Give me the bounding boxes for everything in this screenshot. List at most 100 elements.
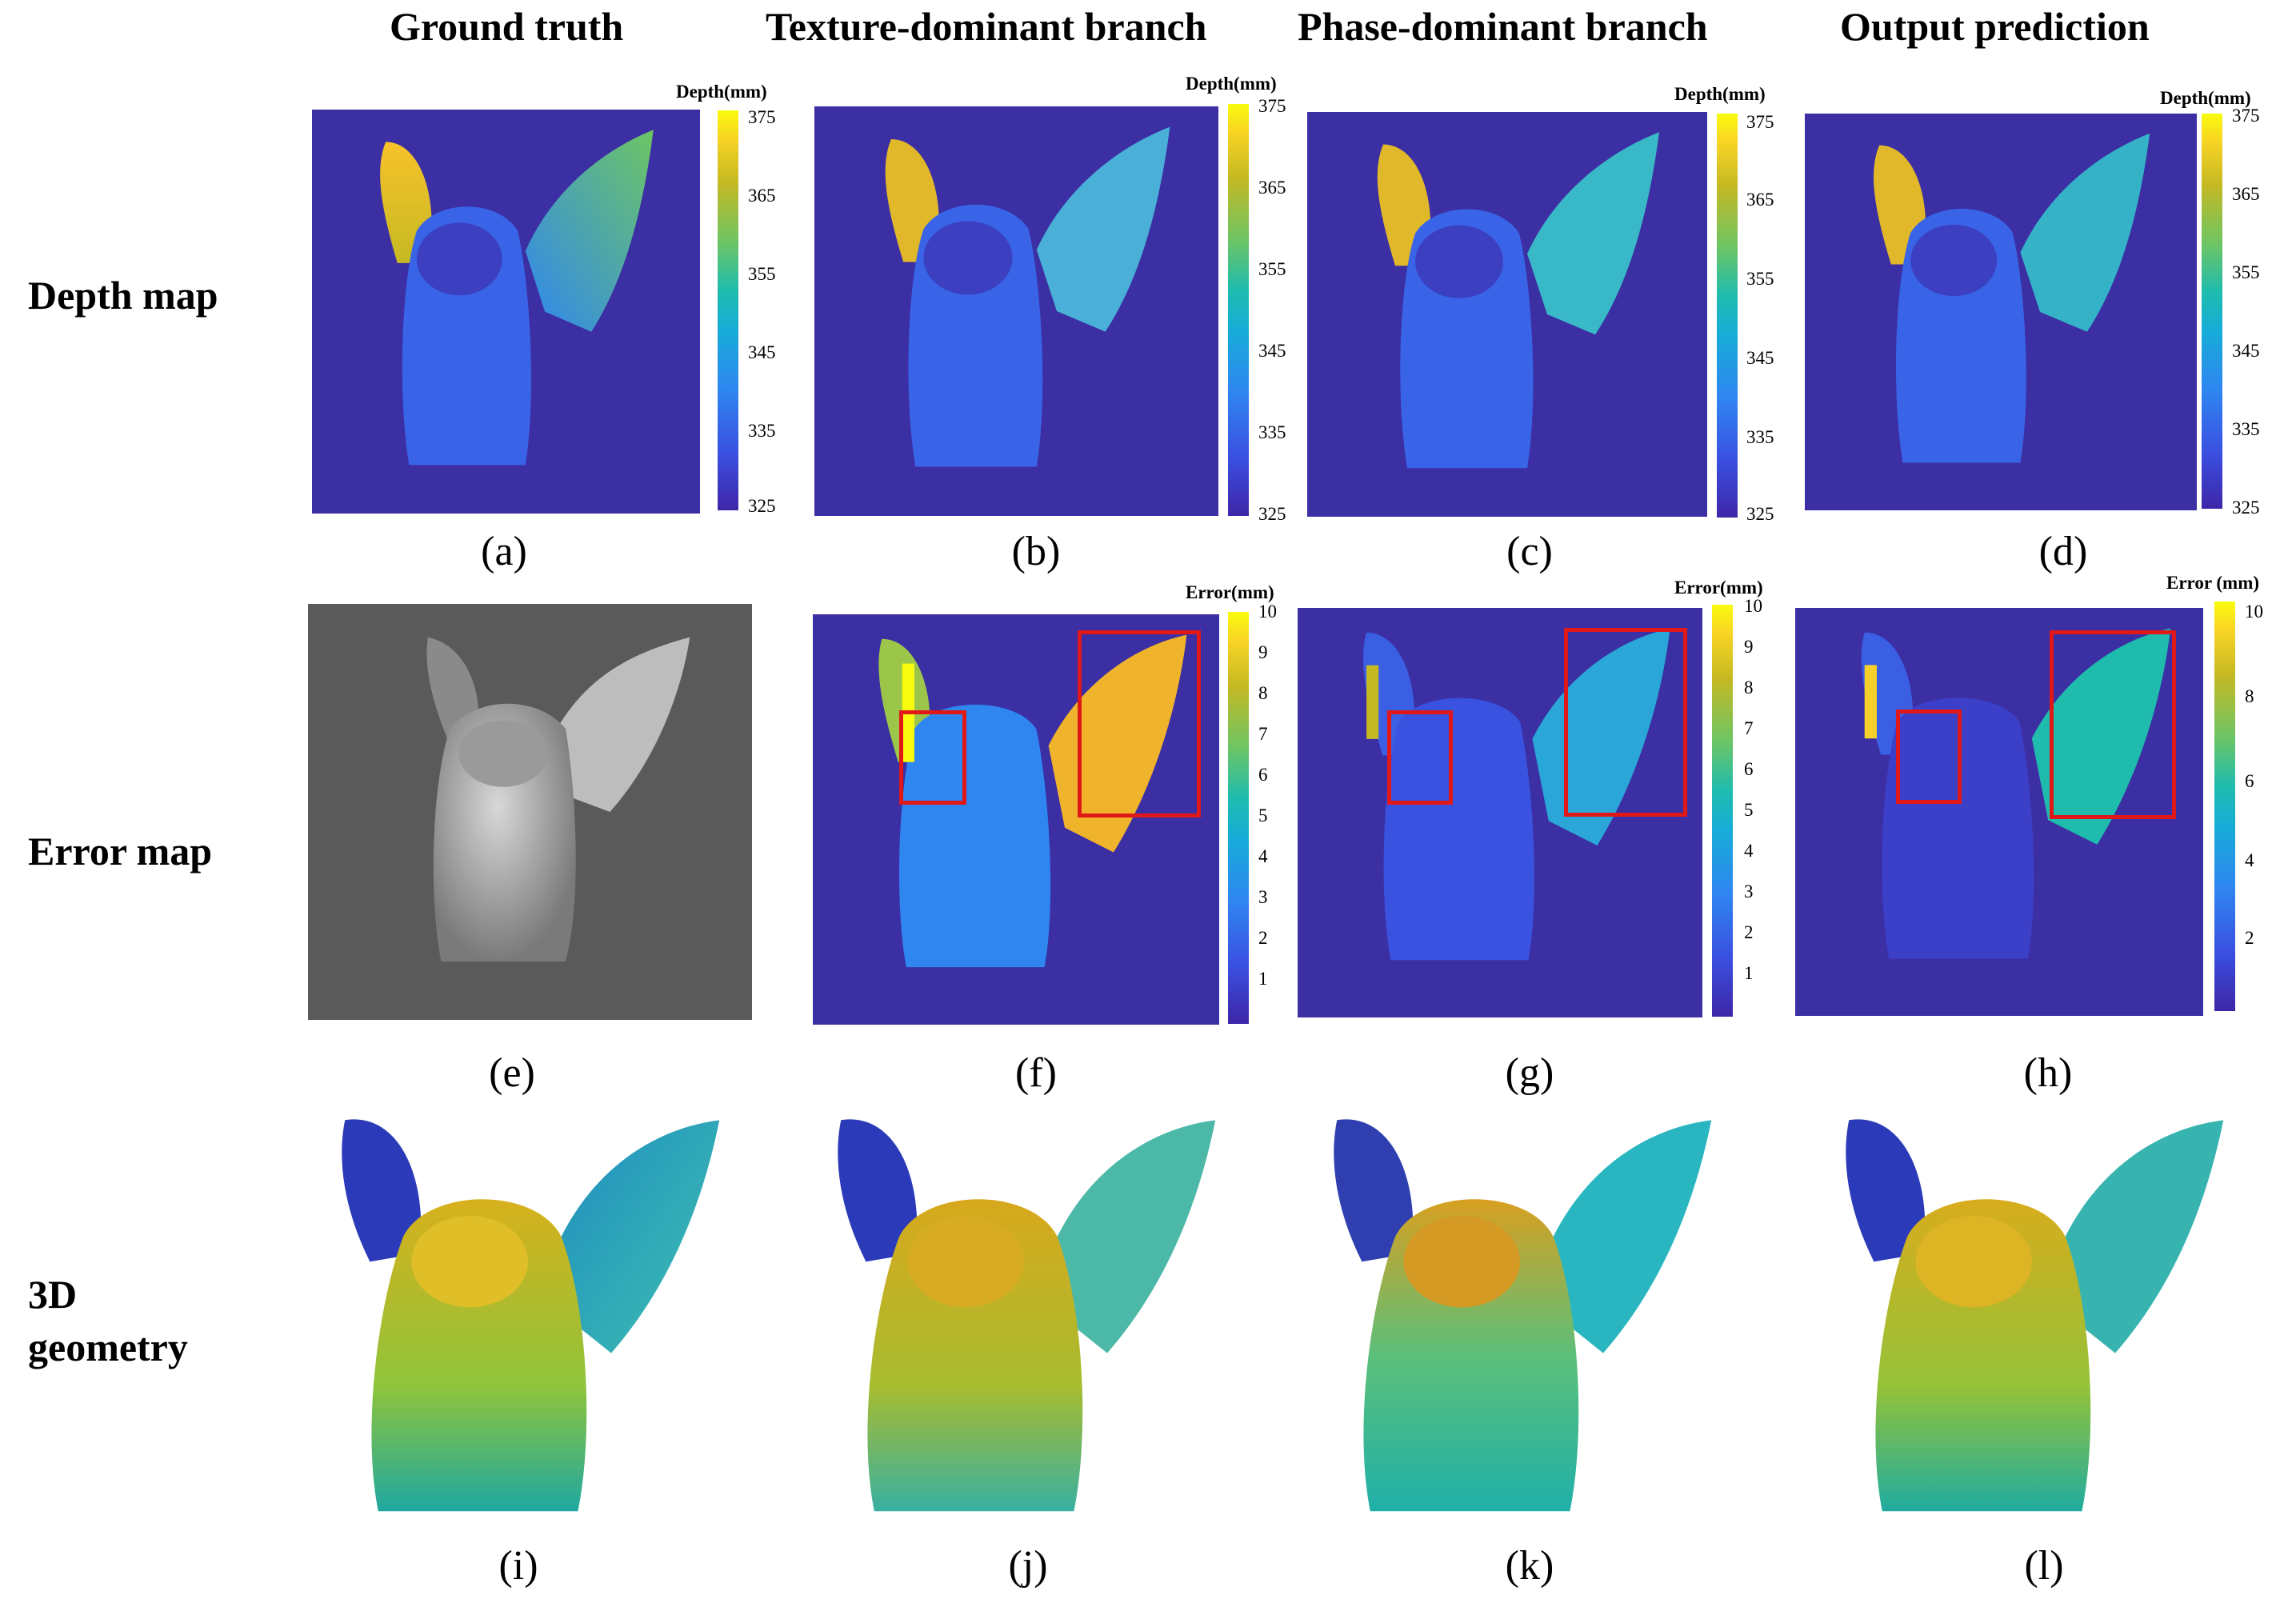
colorbar-tick: 335 — [748, 421, 776, 441]
colorbar-tick: 335 — [2232, 419, 2260, 439]
colorbar-tick: 325 — [1258, 504, 1286, 524]
row-label-depth-map: Depth map — [28, 273, 218, 318]
colorbar-tick: 325 — [748, 496, 776, 516]
colorbar-tick: 2 — [2245, 928, 2254, 948]
colorbar-tick: 345 — [1746, 348, 1774, 368]
colorbar-tick: 5 — [1258, 805, 1268, 825]
geometry-texture-branch — [808, 1112, 1240, 1528]
colorbar-tick: 345 — [1258, 341, 1286, 361]
colorbar-gradient — [2214, 602, 2235, 1011]
column-header-texture-branch: Texture-dominant branch — [766, 4, 1207, 49]
colorbar-tick: 365 — [1258, 178, 1286, 198]
colorbar-title: Error(mm) — [1186, 582, 1274, 602]
row-label-error-map: Error map — [28, 829, 213, 873]
colorbar-tick: 3 — [1744, 881, 1754, 901]
colorbar-gradient — [1712, 605, 1733, 1017]
colorbar-title: Error (mm) — [2166, 573, 2260, 593]
colorbar-tick: 375 — [748, 107, 776, 127]
colorbar-tick: 5 — [1744, 800, 1754, 820]
caption-j: (j) — [1008, 1543, 1048, 1589]
colorbar-tick: 9 — [1744, 637, 1754, 657]
colorbar-tick: 10 — [2245, 602, 2263, 622]
colorbar-tick: 345 — [748, 342, 776, 362]
colorbar-tick: 1 — [1258, 969, 1268, 989]
highlight-box-right-h — [2050, 630, 2176, 819]
colorbar-gradient — [2202, 114, 2222, 509]
highlight-box-right-g — [1564, 628, 1687, 817]
caption-k: (k) — [1505, 1543, 1554, 1589]
geometry-output-prediction — [1816, 1112, 2248, 1528]
colorbar-gradient — [718, 110, 738, 510]
colorbar-tick: 4 — [1744, 841, 1754, 861]
colorbar-title: Depth(mm) — [1674, 84, 1766, 104]
caption-e: (e) — [489, 1050, 535, 1096]
colorbar-tick: 1 — [1744, 963, 1754, 983]
colorbar-title: Depth(mm) — [676, 82, 767, 102]
caption-a: (a) — [481, 529, 527, 574]
colorbar-tick: 325 — [2232, 498, 2260, 518]
colorbar-tick: 2 — [1258, 928, 1268, 948]
column-header-ground-truth: Ground truth — [390, 4, 624, 49]
colorbar-tick: 355 — [1746, 269, 1774, 289]
depth-map-texture-branch — [814, 106, 1218, 516]
colorbar-tick: 10 — [1258, 602, 1277, 622]
colorbar-title: Error(mm) — [1674, 578, 1763, 598]
colorbar-tick: 2 — [1744, 922, 1754, 942]
highlight-box-left-h — [1896, 710, 1962, 804]
colorbar-tick: 6 — [1258, 765, 1268, 785]
colorbar-tick: 355 — [2232, 262, 2260, 282]
colorbar-tick: 375 — [1258, 96, 1286, 116]
colorbar-tick: 325 — [1746, 504, 1774, 524]
colorbar-tick: 365 — [748, 186, 776, 206]
colorbar-tick: 4 — [2245, 850, 2254, 870]
colorbar-tick: 10 — [1744, 596, 1762, 616]
caption-g: (g) — [1505, 1050, 1554, 1096]
colorbar-tick: 335 — [1258, 422, 1286, 442]
caption-d: (d) — [2038, 529, 2088, 574]
geometry-phase-branch — [1312, 1112, 1728, 1528]
shaded-render-ground-truth — [308, 604, 752, 1020]
error-map-texture-branch — [813, 614, 1219, 1025]
colorbar-gradient — [1228, 104, 1249, 516]
depth-map-phase-branch — [1307, 112, 1707, 517]
colorbar-tick: 7 — [1258, 724, 1268, 744]
error-map-output-prediction — [1795, 608, 2203, 1016]
colorbar-tick: 8 — [1258, 683, 1268, 703]
colorbar-tick: 345 — [2232, 341, 2260, 361]
colorbar-gradient — [1717, 114, 1738, 518]
colorbar-tick: 355 — [1258, 259, 1286, 279]
colorbar-tick: 3 — [1258, 887, 1268, 907]
depth-map-output-prediction — [1805, 114, 2197, 510]
colorbar-tick: 7 — [1744, 718, 1754, 738]
colorbar-tick: 6 — [2245, 771, 2254, 791]
colorbar-tick: 335 — [1746, 427, 1774, 447]
colorbar-title: Depth(mm) — [1186, 74, 1277, 94]
column-header-output-prediction: Output prediction — [1840, 4, 2150, 49]
colorbar-tick: 365 — [2232, 184, 2260, 204]
column-header-phase-branch: Phase-dominant branch — [1298, 4, 1708, 49]
depth-map-ground-truth — [312, 110, 700, 514]
colorbar-tick: 375 — [1746, 112, 1774, 132]
caption-i: (i) — [498, 1543, 538, 1589]
geometry-ground-truth — [320, 1112, 736, 1528]
caption-b: (b) — [1011, 529, 1061, 574]
colorbar-tick: 365 — [1746, 190, 1774, 210]
colorbar-title: Depth(mm) — [2160, 88, 2251, 108]
colorbar-tick: 4 — [1258, 846, 1268, 866]
highlight-box-left-g — [1387, 710, 1453, 805]
highlight-box-left-f — [899, 710, 966, 805]
highlight-box-right-f — [1078, 630, 1201, 817]
caption-f: (f) — [1015, 1050, 1057, 1096]
colorbar-tick: 355 — [748, 264, 776, 284]
colorbar-tick: 6 — [1744, 759, 1754, 779]
colorbar-tick: 375 — [2232, 106, 2260, 126]
caption-c: (c) — [1506, 529, 1553, 574]
caption-l: (l) — [2024, 1543, 2064, 1589]
caption-h: (h) — [2023, 1050, 2073, 1096]
colorbar-tick: 8 — [2245, 686, 2254, 706]
row-label-3d-geometry: 3D geometry — [28, 1272, 188, 1369]
colorbar-gradient — [1228, 612, 1249, 1024]
colorbar-tick: 8 — [1744, 678, 1754, 698]
colorbar-tick: 9 — [1258, 642, 1268, 662]
